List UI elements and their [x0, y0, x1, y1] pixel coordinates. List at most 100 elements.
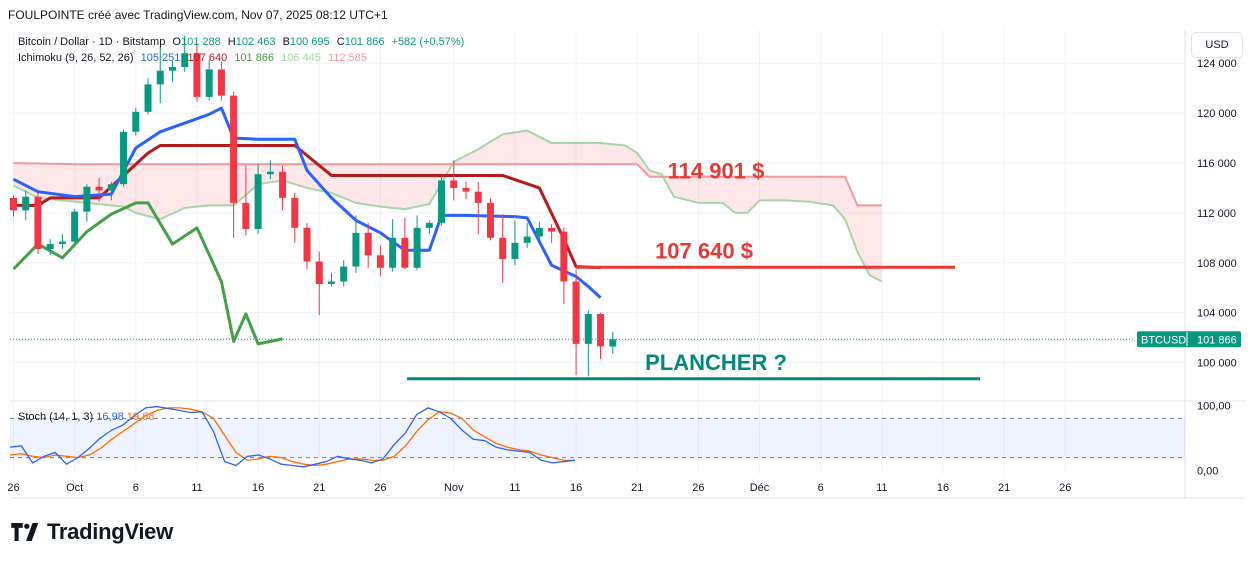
y-tick-label: 120 000 [1197, 108, 1237, 120]
x-tick-label: 11 [876, 482, 887, 494]
candle-body[interactable] [499, 237, 507, 260]
candle-body[interactable] [486, 202, 494, 238]
candle-body[interactable] [340, 266, 348, 282]
open-value: 101 288 [180, 36, 221, 48]
chikou-value: 101 866 [234, 52, 275, 64]
candle-body[interactable] [34, 196, 42, 250]
candle-body[interactable] [193, 53, 201, 97]
x-tick-label: 26 [374, 482, 386, 494]
candle-body[interactable] [425, 222, 433, 228]
candle-body[interactable] [71, 211, 79, 242]
low-value: 100 695 [289, 36, 330, 48]
high-value: 102 463 [235, 36, 276, 48]
candle-body[interactable] [107, 184, 115, 191]
candle-body[interactable] [327, 281, 335, 284]
candle-body[interactable] [22, 196, 30, 211]
stoch-d-line [9, 407, 575, 467]
candle-body[interactable] [584, 313, 592, 344]
open-label: O [172, 36, 181, 48]
candle-body[interactable] [95, 186, 103, 191]
candle-body[interactable] [609, 339, 617, 347]
kijun-line [13, 144, 601, 270]
candle-body[interactable] [83, 186, 91, 212]
candle-body[interactable] [535, 227, 543, 237]
candle-body[interactable] [10, 197, 17, 211]
stoch-tick-label: 0,00 [1197, 466, 1218, 478]
x-tick-label: 11 [191, 482, 202, 494]
stoch-band [10, 418, 1185, 458]
stoch-legend: Stoch (14, 1, 3) 16,98 19,68 [18, 411, 154, 423]
stoch-d-value: 19,68 [126, 411, 155, 423]
candle-body[interactable] [46, 244, 54, 250]
candle-body[interactable] [58, 241, 66, 245]
candle-body[interactable] [156, 70, 164, 85]
candle-body[interactable] [168, 66, 176, 71]
y-tick-label: 124 000 [1197, 58, 1237, 70]
candle-body[interactable] [132, 111, 140, 132]
candle-body[interactable] [572, 281, 580, 344]
candle-body[interactable] [181, 53, 189, 67]
candle-body[interactable] [217, 69, 225, 96]
price-tag-symbol: BTCUSD [1141, 334, 1186, 346]
change-value: +582 (+0,57%) [391, 36, 465, 48]
candle-body[interactable] [548, 227, 556, 232]
candle-body[interactable] [462, 187, 470, 192]
span-a-line [13, 129, 883, 283]
candle-body[interactable] [523, 236, 531, 243]
x-tick-label: 26 [692, 482, 704, 494]
candle-body[interactable] [511, 242, 519, 260]
candle-body[interactable] [205, 69, 213, 97]
brand-name: TradingView [47, 519, 173, 544]
x-tick-label: Déc [750, 482, 770, 494]
tenkan-line [12, 106, 602, 299]
annotation-plancher: PLANCHER ? [645, 350, 787, 375]
candle-body[interactable] [413, 227, 421, 268]
candle-body[interactable] [376, 255, 384, 268]
chikou-line [12, 201, 283, 346]
page-title: FOULPOINTE créé avec TradingView.com, No… [8, 8, 388, 22]
tenkan-value: 105 251 [140, 52, 181, 64]
currency-button[interactable]: USD [1191, 32, 1243, 58]
ichimoku-label: Ichimoku (9, 26, 52, 26) [18, 52, 134, 64]
annotation-114901: 114 901 $ [668, 159, 765, 184]
price-tag-bg [1137, 331, 1241, 348]
candle-body[interactable] [560, 231, 568, 282]
candle-body[interactable] [242, 202, 250, 230]
stoch-tick-label: 100,00 [1197, 400, 1231, 412]
candle-body[interactable] [364, 232, 372, 256]
x-tick-label: 11 [509, 482, 520, 494]
low-label: B [282, 36, 290, 48]
stochastic-pane[interactable] [9, 405, 1185, 468]
candle-body[interactable] [266, 171, 274, 175]
candle-body[interactable] [401, 237, 409, 268]
candle-body[interactable] [291, 197, 299, 228]
x-tick-label: 21 [313, 482, 325, 494]
candle-body[interactable] [450, 180, 458, 188]
x-tick-label: 16 [937, 482, 949, 494]
candle-body[interactable] [597, 313, 605, 347]
y-tick-label: 100 000 [1197, 358, 1237, 370]
candle-body[interactable] [438, 180, 446, 223]
candle-body[interactable] [120, 131, 128, 185]
x-tick-label: 16 [252, 482, 264, 494]
candle-body[interactable] [254, 174, 262, 230]
candle-body[interactable] [389, 237, 397, 268]
candle-body[interactable] [230, 95, 238, 203]
annotation-107640: 107 640 $ [655, 238, 753, 263]
span-a-value: 106 445 [281, 52, 321, 64]
candle-body[interactable] [144, 84, 152, 112]
stoch-k-value: 16,98 [96, 411, 124, 423]
x-tick-label: 26 [7, 482, 19, 494]
candle-body[interactable] [279, 171, 287, 198]
tradingview-logo[interactable]: TradingView [11, 519, 173, 545]
candles[interactable] [10, 35, 617, 377]
candle-body[interactable] [303, 227, 311, 262]
x-tick-label: 6 [133, 482, 139, 494]
candle-body[interactable] [352, 232, 360, 267]
candle-body[interactable] [315, 261, 323, 284]
y-tick-label: 104 000 [1197, 308, 1237, 320]
x-tick-label: 26 [1059, 482, 1071, 494]
price-tag-value: 101 866 [1197, 334, 1237, 346]
candle-body[interactable] [474, 191, 482, 203]
